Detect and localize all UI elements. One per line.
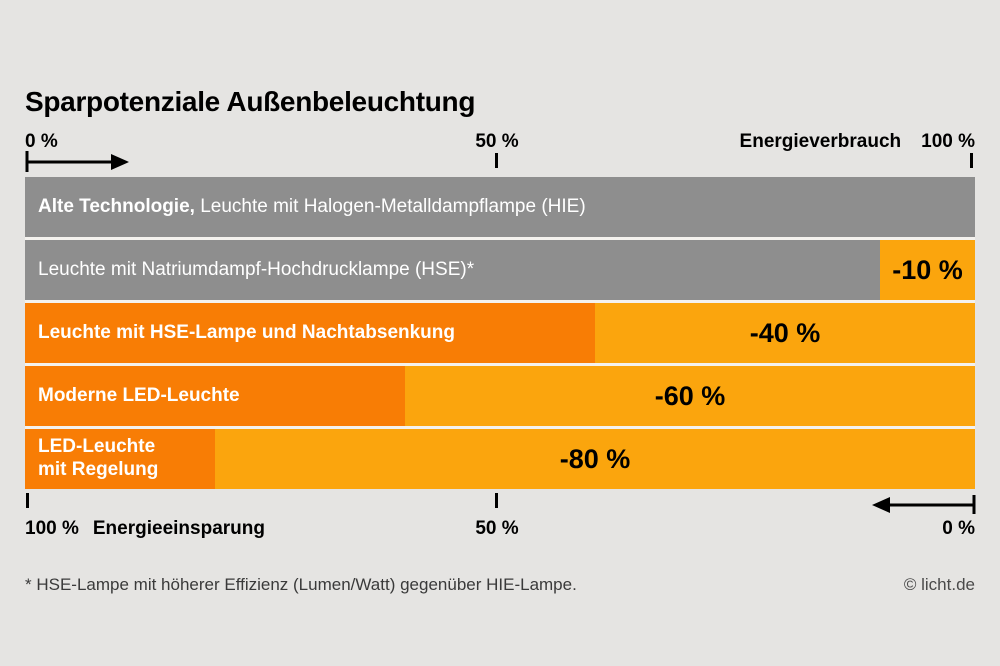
bar-segment-consumption: Leuchte mit Natriumdampf-Hochdrucklampe … [25, 240, 880, 300]
bar-row-led-mit-regelung: LED-Leuchte mit Regelung -80 % [25, 429, 975, 489]
bar-segment-consumption: LED-Leuchte mit Regelung [25, 429, 215, 489]
savings-value-label: -80 % [559, 443, 631, 474]
bottom-axis-tick-50 [495, 493, 498, 508]
savings-value-label: -10 % [892, 254, 963, 285]
top-axis-tick-label-100: 100 % [921, 131, 975, 152]
bar-label: Alte Technologie, Leuchte mit Halogen-Me… [38, 195, 586, 217]
top-axis: 0 % 50 % Energieverbrauch 100 % [0, 131, 1000, 155]
top-axis-tick-label-0: 0 % [25, 131, 58, 152]
credit-licht-de: © licht.de [903, 575, 975, 594]
top-axis-tick-100 [970, 153, 973, 168]
bar-segment-savings: -60 % [405, 366, 975, 426]
top-axis-tick-label-50: 50 % [475, 131, 519, 152]
bar-segment-savings: -80 % [215, 429, 975, 489]
top-axis-tick-50 [495, 153, 498, 168]
bar-row-alte-technologie: Alte Technologie, Leuchte mit Halogen-Me… [25, 177, 975, 237]
bar-row-hse-lampe: Leuchte mit Natriumdampf-Hochdrucklampe … [25, 240, 975, 300]
footnote: * HSE-Lampe mit höherer Effizienz (Lumen… [25, 575, 577, 594]
bar-label: LED-Leuchte mit Regelung [38, 436, 159, 480]
bar-label: Leuchte mit HSE-Lampe und Nachtabsenkung [38, 321, 455, 343]
savings-value-label: -60 % [654, 380, 726, 411]
bar-chart: Alte Technologie, Leuchte mit Halogen-Me… [25, 177, 975, 489]
bottom-axis-tick-100 [26, 493, 29, 508]
bar-segment-consumption: Leuchte mit HSE-Lampe und Nachtabsenkung [25, 303, 595, 363]
bottom-axis-arrow-left-icon [872, 495, 976, 514]
top-axis-name: Energieverbrauch [739, 131, 902, 152]
bar-label: Leuchte mit Natriumdampf-Hochdrucklampe … [38, 258, 475, 280]
bottom-axis-tick-label-50: 50 % [475, 518, 519, 539]
bar-segment-savings: -10 % [880, 240, 975, 300]
top-axis-name-and-100: Energieverbrauch 100 % [740, 131, 975, 153]
bar-row-hse-nachtabsenkung: Leuchte mit HSE-Lampe und Nachtabsenkung… [25, 303, 975, 363]
bottom-axis-tick-label-100: 100 % [25, 518, 79, 539]
top-axis-arrow-right-icon [25, 151, 129, 172]
bar-segment-consumption: Moderne LED-Leuchte [25, 366, 405, 426]
bottom-axis-tick-label-0: 0 % [942, 518, 975, 539]
bar-label: Moderne LED-Leuchte [38, 384, 240, 406]
savings-value-label: -40 % [749, 317, 821, 348]
bar-segment-consumption: Alte Technologie, Leuchte mit Halogen-Me… [25, 177, 975, 237]
page-title: Sparpotenziale Außenbeleuchtung [25, 86, 476, 117]
bar-row-moderne-led: Moderne LED-Leuchte -60 % [25, 366, 975, 426]
bar-segment-savings: -40 % [595, 303, 975, 363]
bottom-axis-name: Energieeinsparung [92, 518, 265, 539]
bottom-axis: 100 % Energieeinsparung 50 % 0 % [0, 518, 1000, 542]
bottom-axis-100-and-name: 100 % Energieeinsparung [25, 518, 265, 540]
